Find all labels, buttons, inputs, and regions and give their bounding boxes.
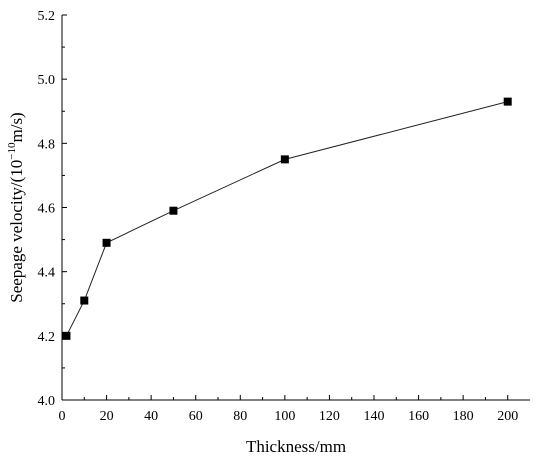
data-point-marker [280,155,289,164]
y-axis-title-superscript: −10 [6,142,18,160]
x-tick-group: 0 20 40 60 80 100 120 140 160 180 200 [59,395,518,424]
axes [61,15,530,401]
x-tick-label: 120 [319,409,340,424]
x-axis-title: Thickness/mm [246,437,346,456]
y-tick-group: 4.0 4.2 4.4 4.6 4.8 5.0 5.2 [38,9,67,409]
y-tick-label: 4.2 [38,330,56,345]
y-tick-label: 5.0 [38,73,56,88]
data-point-marker [80,296,89,305]
y-tick-label: 4.8 [38,137,56,152]
y-tick-label: 4.0 [38,394,56,409]
x-tick-label: 200 [497,409,518,424]
y-tick-label: 5.2 [38,9,56,24]
x-tick-label: 100 [274,409,295,424]
plot-area [62,97,512,340]
x-tick-label: 180 [453,409,474,424]
x-tick-label: 60 [189,409,203,424]
y-tick-label: 4.4 [38,266,56,281]
x-tick-label: 140 [364,409,385,424]
data-point-marker [62,331,71,340]
data-point-marker [102,238,111,247]
x-tick-label: 80 [233,409,247,424]
y-axis-title-prefix: Seepage velocity/(10 [7,160,26,303]
x-tick-label: 160 [408,409,429,424]
x-tick-label: 0 [59,409,66,424]
data-point-marker [503,97,512,106]
data-point-marker [169,206,178,215]
y-tick-label: 4.6 [38,202,56,217]
y-axis-title: Seepage velocity/(10−10m/s) [6,112,26,302]
series-line [66,101,508,337]
y-axis-title-suffix: m/s) [7,112,26,142]
x-tick-label: 40 [144,409,158,424]
x-tick-label: 20 [100,409,114,424]
